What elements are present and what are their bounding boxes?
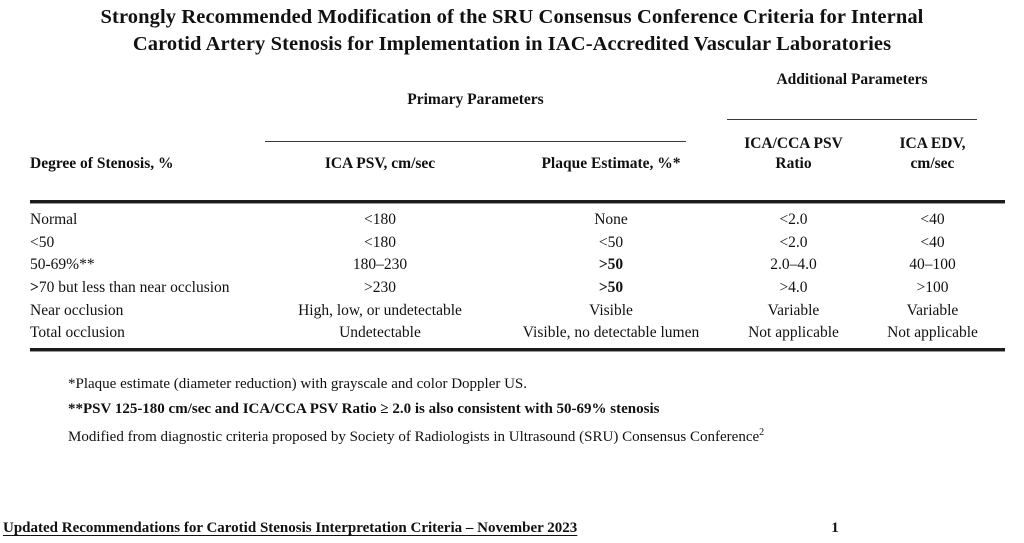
group-underline-primary: [265, 141, 686, 142]
cell-degree: <50: [30, 232, 265, 255]
cell-ica-psv: <180: [364, 233, 396, 251]
cell-degree-text: 70 but less than near occlusion: [38, 279, 230, 297]
cell-plaque-estimate: Visible, no detectable lumen: [522, 324, 700, 342]
cell-degree-text: Normal: [30, 211, 78, 229]
table-row: >70 but less than near occlusion >230 >5…: [30, 277, 1005, 300]
cell-degree: Normal: [30, 209, 265, 232]
column-header-ica-psv: ICA PSV, cm/sec: [324, 155, 436, 172]
column-header-edv-line-1: ICA EDV,: [899, 135, 966, 152]
cell-psv-ratio: Not applicable: [748, 324, 839, 342]
cell-ica-psv: <180: [364, 211, 396, 229]
cell-ica-edv: Not applicable: [887, 324, 978, 342]
cell-ica-psv: High, low, or undetectable: [298, 301, 462, 319]
cell-psv-ratio: Variable: [767, 301, 820, 319]
table-row: 50-69%** 180–230 >50 2.0–4.0 40–100: [30, 254, 1005, 277]
column-header-ica-cca-psv-ratio: ICA/CCA PSV Ratio: [727, 134, 860, 174]
cell-ica-psv: 180–230: [352, 256, 408, 274]
page-title: Strongly Recommended Modification of the…: [0, 4, 1024, 58]
cell-psv-ratio: 2.0–4.0: [770, 256, 817, 274]
table-row: Total occlusion Undetectable Visible, no…: [30, 322, 1005, 345]
table-row: Normal <180 None <2.0 <40: [30, 209, 1005, 232]
footnote-plaque-estimate: *Plaque estimate (diameter reduction) wi…: [68, 376, 528, 392]
cell-degree: Near occlusion: [30, 299, 265, 322]
cell-ica-edv: 40–100: [909, 256, 956, 274]
cell-degree-text: Near occlusion: [30, 301, 124, 319]
cell-psv-ratio: >4.0: [779, 279, 808, 297]
cell-plaque-estimate: <50: [598, 233, 624, 251]
footnotes: *Plaque estimate (diameter reduction) wi…: [68, 372, 998, 450]
page-title-line-2: Carotid Artery Stenosis for Implementati…: [132, 33, 892, 55]
footer-document-title: Updated Recommendations for Carotid Sten…: [3, 520, 578, 536]
cell-degree-text: 50-69%**: [30, 256, 95, 274]
footnote-source-text: Modified from diagnostic criteria propos…: [68, 429, 760, 445]
table-top-rule: [30, 200, 1005, 204]
cell-ica-edv: >100: [916, 279, 949, 297]
cell-degree: >70 but less than near occlusion: [30, 277, 265, 300]
page-title-line-1: Strongly Recommended Modification of the…: [100, 6, 924, 28]
table-row: <50 <180 <50 <2.0 <40: [30, 232, 1005, 255]
cell-degree-text: <50: [30, 233, 55, 251]
column-header-degree-of-stenosis: Degree of Stenosis, %: [30, 155, 174, 172]
cell-degree: 50-69%**: [30, 254, 265, 277]
table-bottom-rule: [30, 348, 1005, 352]
cell-ica-edv: Variable: [906, 301, 959, 319]
cell-degree-text: Total occlusion: [30, 324, 125, 342]
cell-degree-prefix: >: [30, 279, 39, 297]
column-header-ica-edv: ICA EDV, cm/sec: [860, 134, 1005, 174]
column-header-plaque-estimate: Plaque Estimate, %*: [541, 155, 681, 172]
cell-ica-psv: >230: [364, 279, 396, 297]
cell-plaque-estimate: >50: [598, 279, 624, 297]
cell-plaque-estimate: >50: [598, 256, 624, 274]
group-underline-additional: [727, 119, 977, 120]
footnote-source-reference-superscript: 2: [759, 427, 765, 438]
column-header-ratio-line-1: ICA/CCA PSV: [744, 135, 843, 152]
footnote-source: Modified from diagnostic criteria propos…: [68, 421, 998, 450]
cell-plaque-estimate: None: [594, 211, 628, 229]
cell-plaque-estimate: Visible: [589, 301, 633, 319]
column-header-ratio-line-2: Ratio: [775, 155, 812, 172]
cell-psv-ratio: <2.0: [779, 211, 808, 229]
cell-psv-ratio: <2.0: [779, 233, 808, 251]
footnote-psv-ratio: **PSV 125-180 cm/sec and ICA/CCA PSV Rat…: [68, 400, 660, 417]
criteria-table: Normal <180 None <2.0 <40 <50 <180 <50 <…: [30, 209, 1005, 345]
cell-ica-psv: Undetectable: [339, 324, 421, 342]
column-header-edv-line-2: cm/sec: [910, 155, 955, 172]
group-header-additional-parameters: Additional Parameters: [776, 71, 928, 88]
footer-page-number: 1: [831, 520, 839, 536]
cell-ica-edv: <40: [920, 233, 945, 251]
group-header-primary-parameters: Primary Parameters: [407, 91, 544, 108]
cell-degree: Total occlusion: [30, 322, 265, 345]
cell-ica-edv: <40: [920, 211, 945, 229]
table-row: Near occlusion High, low, or undetectabl…: [30, 299, 1005, 322]
